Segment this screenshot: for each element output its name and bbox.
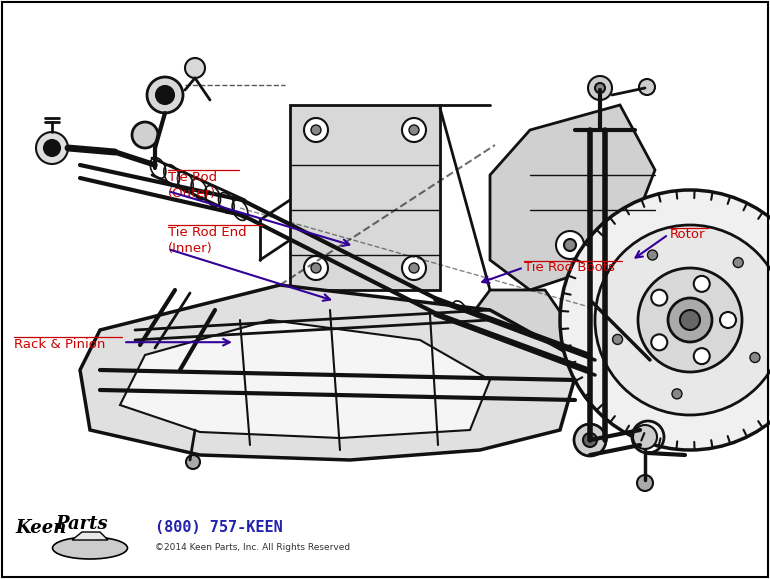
Polygon shape — [490, 105, 655, 290]
Circle shape — [36, 132, 68, 164]
Text: (800) 757-KEEN: (800) 757-KEEN — [155, 519, 283, 534]
Ellipse shape — [52, 537, 128, 559]
Circle shape — [311, 125, 321, 135]
Circle shape — [496, 336, 524, 364]
Circle shape — [613, 335, 623, 345]
Circle shape — [132, 122, 158, 148]
Circle shape — [402, 256, 426, 280]
Polygon shape — [80, 285, 580, 460]
Circle shape — [733, 258, 743, 267]
Text: Rack & Pinion: Rack & Pinion — [14, 338, 105, 351]
Circle shape — [44, 140, 60, 156]
Circle shape — [409, 125, 419, 135]
Circle shape — [409, 263, 419, 273]
Text: Tie Rod Boots: Tie Rod Boots — [524, 261, 614, 274]
Circle shape — [583, 433, 597, 447]
Circle shape — [185, 58, 205, 78]
Circle shape — [750, 353, 760, 362]
Circle shape — [588, 76, 612, 100]
Text: ©2014 Keen Parts, Inc. All Rights Reserved: ©2014 Keen Parts, Inc. All Rights Reserv… — [155, 544, 350, 552]
Circle shape — [304, 118, 328, 142]
Circle shape — [595, 225, 770, 415]
Circle shape — [574, 424, 606, 456]
Text: Parts: Parts — [55, 515, 108, 533]
Circle shape — [633, 425, 657, 449]
Circle shape — [648, 250, 658, 260]
Circle shape — [651, 290, 668, 306]
Polygon shape — [72, 532, 108, 540]
Circle shape — [564, 239, 576, 251]
Circle shape — [556, 231, 584, 259]
Polygon shape — [460, 290, 590, 430]
Circle shape — [668, 298, 712, 342]
Circle shape — [311, 263, 321, 273]
Text: Tie Rod End
(Inner): Tie Rod End (Inner) — [168, 226, 246, 255]
Circle shape — [638, 268, 742, 372]
Circle shape — [156, 86, 174, 104]
Polygon shape — [120, 320, 490, 438]
Circle shape — [694, 348, 710, 364]
Circle shape — [560, 190, 770, 450]
Circle shape — [147, 77, 183, 113]
Text: Keen: Keen — [15, 519, 66, 537]
Circle shape — [694, 276, 710, 292]
Circle shape — [639, 79, 655, 95]
FancyBboxPatch shape — [290, 105, 440, 290]
Text: Rotor: Rotor — [670, 228, 705, 241]
Circle shape — [595, 83, 605, 93]
Circle shape — [402, 118, 426, 142]
Circle shape — [504, 344, 516, 356]
Text: Tie Rod
(Outer): Tie Rod (Outer) — [168, 171, 217, 200]
Circle shape — [637, 475, 653, 491]
Circle shape — [304, 256, 328, 280]
Circle shape — [651, 334, 668, 350]
Circle shape — [186, 455, 200, 469]
Circle shape — [720, 312, 736, 328]
Circle shape — [672, 389, 682, 399]
Circle shape — [680, 310, 700, 330]
